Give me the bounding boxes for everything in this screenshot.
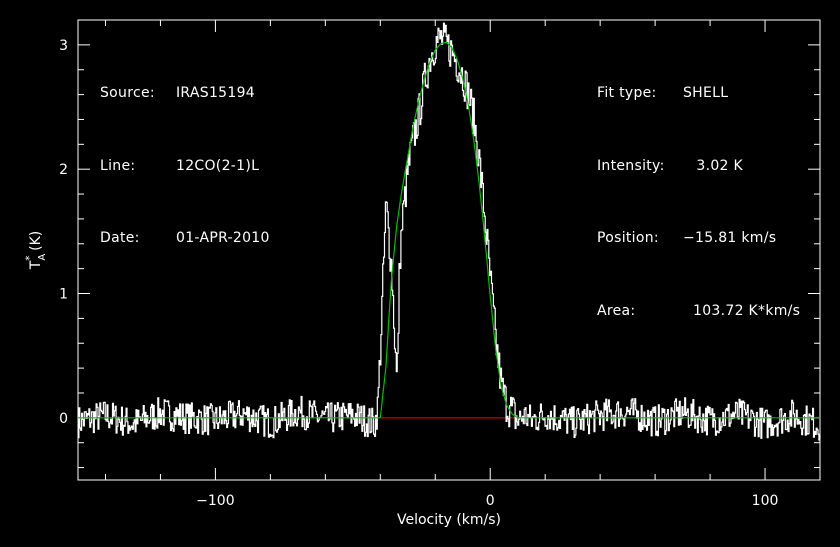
x-axis-label: Velocity (km/s): [397, 512, 501, 528]
line-value: 12CO(2-1)L: [176, 157, 260, 174]
position-label: Position:: [597, 230, 659, 246]
plot-frame: [77, 19, 821, 481]
date-label: Date:: [100, 230, 140, 246]
axis-ticks: [78, 20, 821, 480]
axis-tick-labels: −100 0 100 0 1 2 3: [59, 38, 778, 509]
spectrum-info-left: Source: IRAS15194 Line: 12CO(2-1)L Date: 01…: [100, 33, 270, 275]
x-tick-label: 0: [486, 493, 495, 509]
intensity-value: 3.02 K: [696, 157, 743, 174]
line-label: Line:: [100, 157, 136, 174]
area-value: 103.72 K*km/s: [693, 302, 801, 319]
fit-type-value: SHELL: [683, 85, 729, 101]
spectrum-line: [78, 22, 821, 441]
y-tick-label: 2: [59, 162, 68, 178]
y-tick-label: 3: [59, 38, 68, 54]
intensity-label: Intensity:: [597, 157, 665, 174]
date-value: 01-APR-2010: [176, 230, 270, 246]
source-value: IRAS15194: [176, 85, 255, 101]
y-axis-label: TA* (K): [23, 231, 48, 270]
y-tick-label: 0: [59, 411, 68, 427]
y-tick-label: 1: [59, 287, 68, 303]
fit-type-label: Fit type:: [597, 85, 657, 101]
source-label: Source:: [100, 85, 155, 101]
x-tick-label: 100: [752, 493, 779, 509]
svg-text:TA* (K): TA* (K): [23, 231, 48, 270]
position-value: −15.81 km/s: [683, 230, 777, 246]
fit-info-right: Fit type: SHELL Intensity: 3.02 K Position…: [597, 33, 800, 347]
area-label: Area:: [597, 302, 636, 319]
x-tick-label: −100: [196, 493, 234, 509]
fit-line: [78, 41, 820, 419]
